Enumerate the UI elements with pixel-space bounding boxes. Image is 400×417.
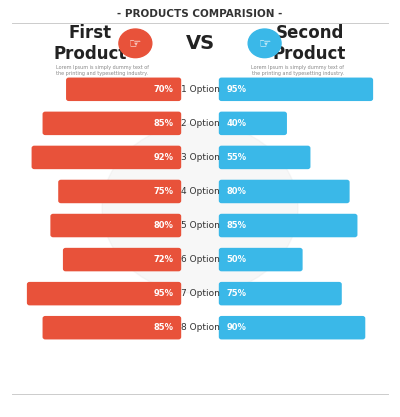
Text: 75%: 75%	[226, 289, 246, 298]
Text: ☞: ☞	[258, 36, 271, 50]
FancyBboxPatch shape	[32, 146, 181, 169]
Text: 80%: 80%	[154, 221, 174, 230]
Text: 6 Option: 6 Option	[180, 255, 220, 264]
Text: 2 Option: 2 Option	[181, 119, 219, 128]
FancyBboxPatch shape	[219, 316, 365, 339]
Circle shape	[248, 29, 281, 58]
FancyBboxPatch shape	[42, 316, 181, 339]
FancyBboxPatch shape	[219, 112, 287, 135]
Circle shape	[102, 123, 298, 294]
Text: 40%: 40%	[226, 119, 246, 128]
FancyBboxPatch shape	[42, 112, 181, 135]
Text: Second
Product: Second Product	[273, 24, 346, 63]
Text: 90%: 90%	[226, 323, 246, 332]
Text: 50%: 50%	[226, 255, 246, 264]
Text: 85%: 85%	[226, 221, 246, 230]
FancyBboxPatch shape	[219, 146, 310, 169]
Text: 4 Option: 4 Option	[181, 187, 219, 196]
Text: 92%: 92%	[154, 153, 174, 162]
FancyBboxPatch shape	[63, 248, 181, 271]
FancyBboxPatch shape	[27, 282, 181, 305]
Text: 85%: 85%	[154, 119, 174, 128]
FancyBboxPatch shape	[219, 214, 358, 237]
Text: Lorem Ipsum is simply dummy text of
the printing and typesetting industry.: Lorem Ipsum is simply dummy text of the …	[56, 65, 148, 76]
Text: 7 Option: 7 Option	[180, 289, 220, 298]
Text: First
Product: First Product	[54, 24, 127, 63]
Circle shape	[119, 29, 152, 58]
Text: 8 Option: 8 Option	[180, 323, 220, 332]
FancyBboxPatch shape	[219, 282, 342, 305]
Text: 75%: 75%	[154, 187, 174, 196]
Text: 72%: 72%	[154, 255, 174, 264]
FancyBboxPatch shape	[66, 78, 181, 101]
Text: 3 Option: 3 Option	[180, 153, 220, 162]
Text: 55%: 55%	[226, 153, 246, 162]
Text: 5 Option: 5 Option	[180, 221, 220, 230]
Text: 95%: 95%	[154, 289, 174, 298]
Text: VS: VS	[186, 34, 214, 53]
FancyBboxPatch shape	[219, 248, 303, 271]
Text: 1 Option: 1 Option	[180, 85, 220, 94]
Text: - PRODUCTS COMPARISION -: - PRODUCTS COMPARISION -	[117, 10, 283, 19]
Text: Lorem Ipsum is simply dummy text of
the printing and typesetting industry.: Lorem Ipsum is simply dummy text of the …	[252, 65, 344, 76]
FancyBboxPatch shape	[219, 78, 373, 101]
Text: 80%: 80%	[226, 187, 246, 196]
FancyBboxPatch shape	[50, 214, 181, 237]
Text: 85%: 85%	[154, 323, 174, 332]
Text: 95%: 95%	[226, 85, 246, 94]
Text: 70%: 70%	[154, 85, 174, 94]
Text: ☞: ☞	[129, 36, 142, 50]
FancyBboxPatch shape	[58, 180, 181, 203]
FancyBboxPatch shape	[219, 180, 350, 203]
